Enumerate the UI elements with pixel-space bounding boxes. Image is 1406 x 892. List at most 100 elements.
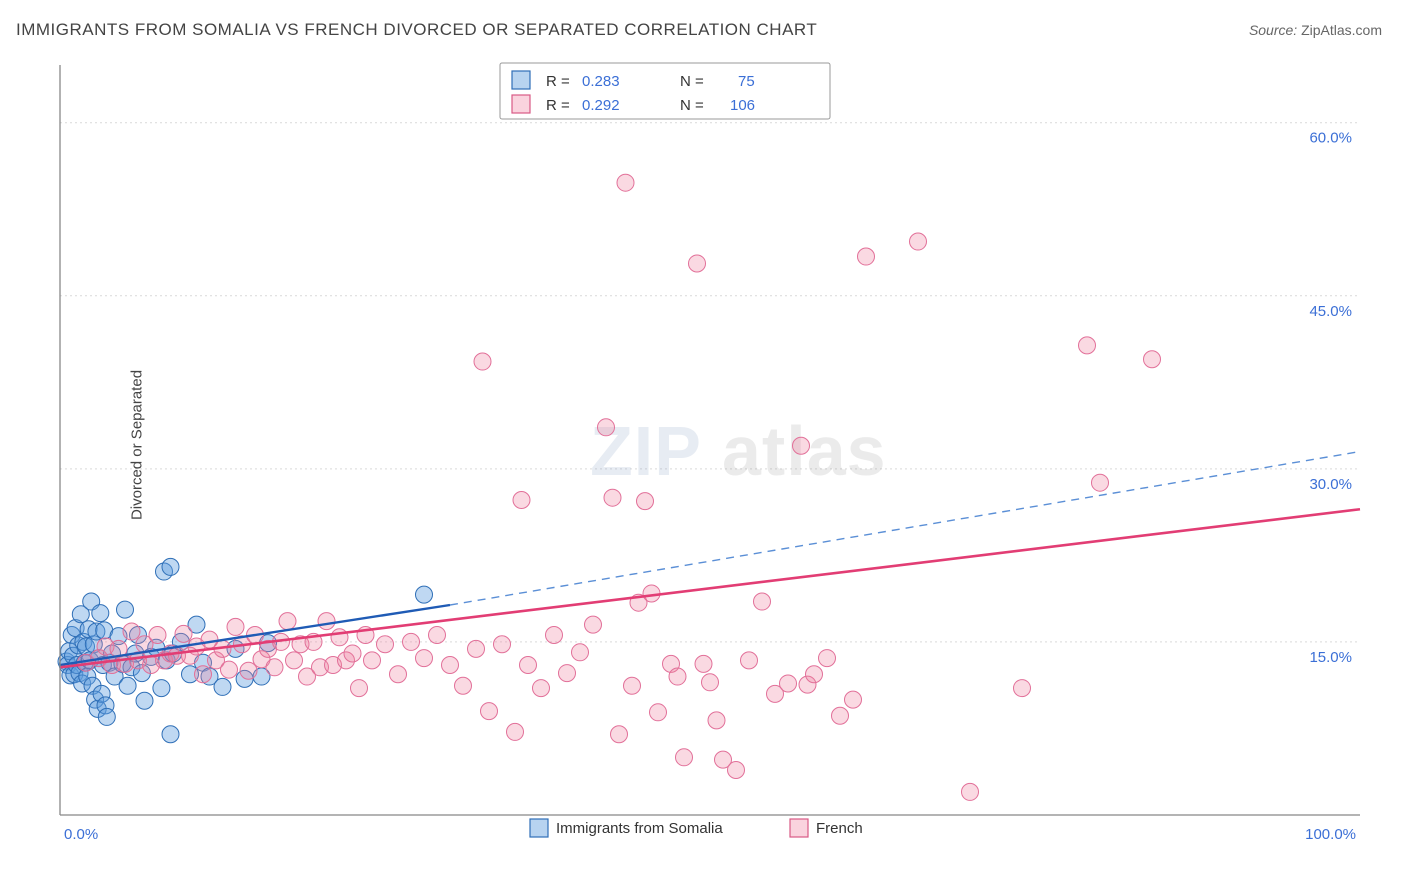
data-point-somalia [416,586,433,603]
data-point-somalia [153,680,170,697]
data-point-somalia [92,605,109,622]
data-point-french [669,668,686,685]
data-point-french [149,627,166,644]
data-point-french [266,659,283,676]
r-value-french: 0.292 [582,97,620,114]
legend-swatch-somalia [512,71,530,89]
svg-text:N =: N = [680,97,704,114]
data-point-french [585,616,602,633]
legend-swatch-french [512,95,530,113]
data-point-french [123,623,140,640]
data-point-french [1092,474,1109,491]
data-point-french [611,726,628,743]
watermark: ZIPatlas [590,412,887,490]
data-point-french [377,636,394,653]
data-point-french [559,665,576,682]
x-tick-label: 0.0% [64,826,98,843]
data-point-french [546,627,563,644]
data-point-french [637,493,654,510]
data-point-somalia [119,677,136,694]
y-tick-label: 30.0% [1309,476,1352,493]
data-point-french [624,677,641,694]
data-point-french [364,652,381,669]
legend-swatch-french [790,819,808,837]
legend-stats: R =0.283N =75R =0.292N =106 [500,63,830,119]
data-point-french [819,650,836,667]
data-point-french [780,675,797,692]
data-point-french [1014,680,1031,697]
data-point-french [1144,351,1161,368]
data-point-somalia [214,678,231,695]
data-point-french [1079,337,1096,354]
data-point-french [494,636,511,653]
data-point-french [793,437,810,454]
data-point-french [910,233,927,250]
data-point-french [520,657,537,674]
data-point-french [351,680,368,697]
data-point-french [754,593,771,610]
data-point-french [533,680,550,697]
data-point-french [442,657,459,674]
data-point-french [481,703,498,720]
data-point-french [689,255,706,272]
data-point-french [598,419,615,436]
r-value-somalia: 0.283 [582,73,620,90]
svg-text:R =: R = [546,73,570,90]
data-point-somalia [162,558,179,575]
trendline-french [60,509,1360,667]
y-tick-label: 45.0% [1309,303,1352,320]
data-point-french [279,613,296,630]
data-point-french [806,666,823,683]
data-point-french [702,674,719,691]
data-point-french [513,492,530,509]
data-point-french [845,691,862,708]
source-value: ZipAtlas.com [1301,22,1382,38]
data-point-french [858,248,875,265]
chart-container: Divorced or Separated ZIPatlas 15.0% 30.0%… [50,55,1370,835]
y-axis-label: Divorced or Separated [129,370,146,520]
data-point-somalia [98,708,115,725]
scatter-chart: ZIPatlas 15.0% 30.0% 45.0% 60.0% 0.0% 100.0% R … [50,55,1370,855]
data-point-french [832,707,849,724]
y-tick-label: 60.0% [1309,130,1352,147]
data-point-french [344,645,361,662]
n-value-somalia: 75 [738,73,755,90]
data-point-french [676,749,693,766]
data-point-french [604,489,621,506]
trendline-somalia-extrapolated [450,452,1360,605]
data-point-french [962,783,979,800]
data-point-french [195,666,212,683]
data-point-french [650,704,667,721]
data-point-french [708,712,725,729]
data-point-french [429,627,446,644]
data-point-french [416,650,433,667]
data-point-somalia [162,726,179,743]
data-point-french [741,652,758,669]
data-point-somalia [117,601,134,618]
data-point-french [474,353,491,370]
data-point-french [175,625,192,642]
data-point-french [318,613,335,630]
data-point-french [507,723,524,740]
legend-swatch-somalia [530,819,548,837]
data-point-french [617,174,634,191]
legend-series: Immigrants from SomaliaFrench [530,819,863,837]
data-point-french [390,666,407,683]
source-label: Source: [1249,22,1297,38]
data-point-french [403,633,420,650]
data-point-french [221,661,238,678]
data-point-french [455,677,472,694]
n-value-french: 106 [730,97,755,114]
data-point-french [695,655,712,672]
data-point-french [227,618,244,635]
data-point-french [728,762,745,779]
source-attribution: Source: ZipAtlas.com [1249,22,1382,38]
data-point-french [468,640,485,657]
data-point-somalia [136,692,153,709]
y-tick-label: 15.0% [1309,649,1352,666]
legend-label-french: French [816,820,863,837]
chart-title: IMMIGRANTS FROM SOMALIA VS FRENCH DIVORC… [16,20,817,40]
svg-text:R =: R = [546,97,570,114]
data-point-french [286,652,303,669]
x-tick-label: 100.0% [1305,826,1356,843]
